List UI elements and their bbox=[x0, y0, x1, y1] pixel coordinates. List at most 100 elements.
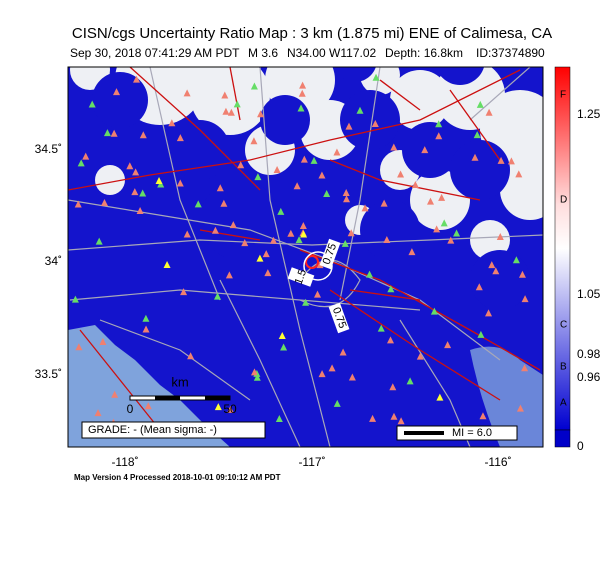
axes: 34.5˚ 34˚ 33.5˚ -118˚ -117˚ -116˚ bbox=[35, 142, 512, 469]
station bbox=[492, 267, 500, 275]
blue-halo bbox=[470, 250, 530, 310]
blue-halo bbox=[436, 67, 484, 85]
station bbox=[168, 119, 176, 127]
station bbox=[302, 298, 310, 306]
footer: Map Version 4 Processed 2018-10-01 09:10… bbox=[74, 473, 281, 482]
subtitle: Sep 30, 2018 07:41:29 AM PDT M 3.6 N34.00 … bbox=[70, 46, 545, 60]
station bbox=[194, 200, 202, 208]
station bbox=[222, 107, 230, 115]
station bbox=[314, 290, 322, 298]
mi-bar bbox=[404, 431, 444, 435]
station bbox=[241, 239, 249, 247]
map-frame bbox=[67, 66, 544, 448]
scale-label: 50 bbox=[223, 402, 237, 416]
station bbox=[299, 81, 307, 89]
station bbox=[112, 88, 120, 96]
station bbox=[94, 409, 102, 417]
station bbox=[71, 295, 79, 303]
fault bbox=[379, 79, 421, 111]
station bbox=[369, 414, 377, 422]
station bbox=[226, 405, 234, 413]
station bbox=[144, 402, 152, 410]
station bbox=[250, 137, 258, 145]
station bbox=[132, 168, 140, 176]
grade-text: GRADE: - (Mean sigma: -) bbox=[88, 424, 217, 436]
station bbox=[100, 199, 108, 207]
lon-tick-label: -118˚ bbox=[111, 455, 138, 469]
lon-tick-label: -117˚ bbox=[298, 455, 325, 469]
lat-tick-label: 34˚ bbox=[45, 254, 62, 268]
station bbox=[300, 155, 308, 163]
fault bbox=[329, 159, 481, 201]
low-uncertainty-area bbox=[70, 67, 543, 310]
station bbox=[479, 412, 487, 420]
blue-halo bbox=[334, 67, 376, 82]
station bbox=[273, 166, 281, 174]
station bbox=[435, 120, 443, 128]
road bbox=[69, 289, 421, 311]
station bbox=[278, 331, 286, 339]
road bbox=[68, 234, 543, 251]
subtitle-part: ID:37374890 bbox=[476, 46, 545, 60]
station bbox=[496, 232, 504, 240]
station bbox=[176, 179, 184, 187]
subtitle-part: Sep 30, 2018 07:41:29 AM PDT bbox=[70, 46, 240, 60]
white-area bbox=[95, 165, 125, 195]
station bbox=[440, 219, 448, 227]
contour-labels: 1.5 0.75 0.75 bbox=[287, 238, 350, 334]
station bbox=[216, 184, 224, 192]
station bbox=[356, 106, 364, 114]
lat-tick-label: 33.5˚ bbox=[35, 367, 62, 381]
station bbox=[225, 271, 233, 279]
station bbox=[366, 270, 374, 278]
station bbox=[256, 254, 264, 262]
station bbox=[82, 152, 90, 160]
station bbox=[298, 89, 306, 97]
blue-halo bbox=[450, 140, 510, 200]
fault bbox=[299, 249, 541, 371]
contour-label: 1.5 bbox=[293, 268, 310, 286]
label-bg bbox=[328, 302, 350, 334]
fault bbox=[449, 89, 501, 161]
station bbox=[257, 110, 265, 118]
colorbar-label: C bbox=[560, 320, 567, 331]
station bbox=[318, 171, 326, 179]
station bbox=[507, 157, 515, 165]
station bbox=[293, 182, 301, 190]
station bbox=[253, 373, 261, 381]
fault bbox=[229, 67, 241, 121]
station bbox=[427, 197, 435, 205]
station bbox=[287, 229, 295, 237]
scale-label: 0 bbox=[127, 402, 134, 416]
station bbox=[187, 352, 195, 360]
station bbox=[389, 383, 397, 391]
station bbox=[485, 309, 493, 317]
station bbox=[229, 221, 237, 229]
white-area bbox=[500, 160, 543, 220]
station bbox=[310, 156, 318, 164]
station bbox=[227, 108, 235, 116]
blue-halo bbox=[260, 95, 310, 145]
colorbar-labels: F 1.25 D 1.05 C 0.98 B 0.96 A 0 bbox=[560, 90, 601, 454]
station bbox=[377, 324, 385, 332]
subtitle-part: N34.00 W117.02 bbox=[287, 46, 376, 60]
station bbox=[88, 100, 96, 108]
station bbox=[163, 260, 171, 268]
station bbox=[280, 343, 288, 351]
blue-halo bbox=[360, 200, 420, 260]
fault bbox=[349, 289, 421, 301]
road bbox=[99, 319, 251, 401]
scale-unit: km bbox=[171, 374, 188, 389]
station bbox=[348, 373, 356, 381]
lat-tick-label: 34.5˚ bbox=[35, 142, 62, 156]
station bbox=[99, 337, 107, 345]
station bbox=[214, 292, 222, 300]
colorbar-label: D bbox=[560, 195, 567, 206]
fault bbox=[199, 229, 261, 241]
station bbox=[475, 283, 483, 291]
station bbox=[521, 364, 529, 372]
blue-halo bbox=[92, 72, 148, 128]
road bbox=[149, 67, 221, 301]
white-area bbox=[190, 67, 270, 135]
